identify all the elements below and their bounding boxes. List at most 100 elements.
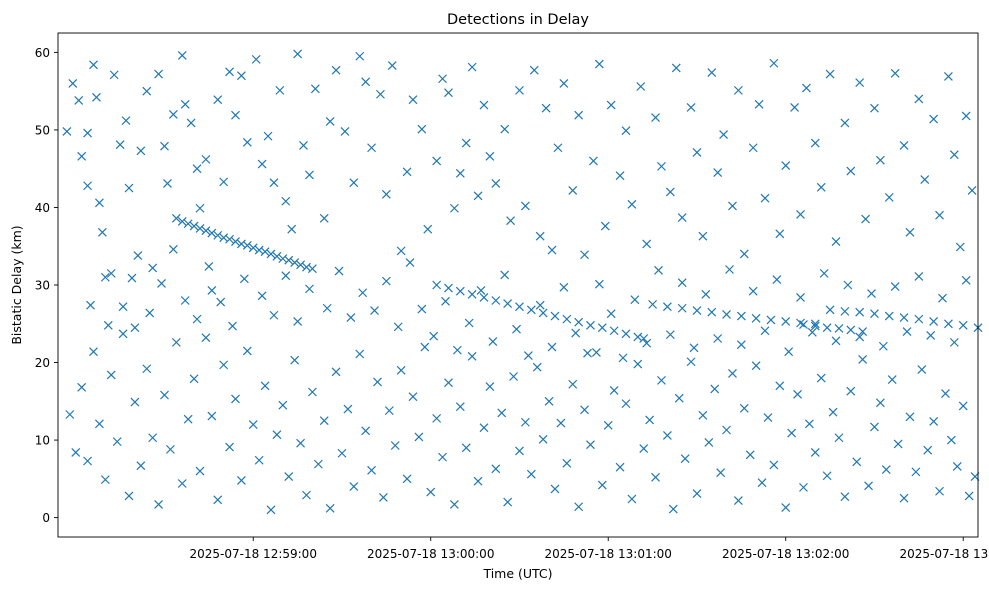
data-point-marker [260,247,270,257]
data-point-marker [464,318,474,328]
data-point-marker [890,68,900,78]
data-point-marker [556,418,566,428]
data-point-marker [266,505,276,515]
data-point-marker [864,481,873,491]
data-point-marker [183,414,193,424]
data-point-marker [902,327,912,336]
data-point-marker [242,346,252,356]
data-point-marker [858,355,868,364]
data-point-marker [846,386,856,396]
data-point-marker [192,164,202,174]
data-point-marker [251,54,261,64]
data-point-marker [905,412,915,422]
data-point-marker [491,296,501,305]
data-point-marker [216,297,226,307]
data-point-marker [725,265,734,274]
data-point-marker [302,490,311,500]
data-point-marker [870,103,879,113]
data-point-marker [438,74,447,84]
data-point-marker [97,227,107,237]
data-point-marker [810,319,820,329]
data-point-marker [580,405,589,415]
data-point-marker [260,381,270,391]
data-point-marker [130,323,140,333]
data-point-marker [884,311,894,321]
data-point-marker [515,85,524,95]
data-point-marker [378,493,388,502]
data-point-marker [467,351,477,361]
data-point-marker [307,387,317,397]
data-point-marker [512,324,521,334]
data-point-marker [736,311,746,321]
data-point-marker [349,178,359,188]
data-point-marker [523,351,533,360]
data-point-marker [639,334,649,343]
data-point-marker [825,305,835,315]
data-point-marker [299,141,308,150]
data-point-marker [201,154,211,164]
data-point-marker [429,331,439,341]
data-point-marker [858,327,868,336]
data-point-marker [145,308,155,318]
y-tick-label: 50 [35,123,50,137]
data-point-marker [373,377,382,387]
data-point-marker [621,329,631,339]
x-tick-label: 2025-07-18 13:01:00 [544,547,671,561]
data-point-marker [503,299,513,309]
data-point-marker [553,143,563,153]
data-point-marker [810,448,820,457]
data-point-marker [754,99,764,109]
data-point-marker [583,348,592,358]
data-point-marker [627,494,637,504]
x-tick-label: 2025-07-18 13:00:00 [367,547,494,561]
data-point-marker [94,198,104,208]
data-point-marker [130,397,140,407]
data-point-marker [698,231,708,241]
data-point-marker [529,65,539,75]
data-point-marker [408,95,418,105]
data-point-marker [476,286,486,295]
data-point-marker [834,323,844,333]
data-point-marker [396,246,406,256]
data-point-marker [343,404,353,414]
data-point-marker [449,500,459,509]
data-point-marker [449,203,459,213]
data-point-marker [358,288,368,298]
data-point-marker [781,161,791,171]
data-point-marker [698,410,708,420]
data-point-marker [677,303,687,313]
data-point-marker [319,416,329,426]
data-point-marker [231,394,240,404]
data-point-marker [310,84,320,94]
data-point-marker [92,92,101,102]
data-point-marker [875,155,885,165]
data-point-marker [861,214,871,224]
data-point-marker [305,170,314,180]
data-point-marker [515,302,524,312]
data-point-marker [473,191,483,201]
data-point-marker [701,289,711,299]
data-point-marker [846,166,856,176]
data-point-marker [547,245,557,255]
data-point-marker [677,213,687,222]
data-point-marker [334,266,344,276]
data-point-marker [331,65,341,75]
data-point-marker [855,78,865,88]
data-point-marker [106,268,116,278]
data-point-marker [739,403,749,413]
data-point-marker [840,118,850,128]
data-point-marker [686,103,696,112]
data-point-marker [642,338,652,348]
data-point-marker [559,78,569,88]
data-point-marker [949,150,959,160]
data-point-marker [136,146,146,156]
data-point-marker [665,330,675,340]
data-point-marker [201,333,211,343]
data-point-marker [881,465,891,474]
data-point-marker [177,216,187,226]
data-point-marker [899,141,909,150]
data-point-marker [893,439,903,449]
data-point-marker [402,474,412,484]
data-point-marker [177,51,187,60]
data-point-marker [946,435,956,445]
